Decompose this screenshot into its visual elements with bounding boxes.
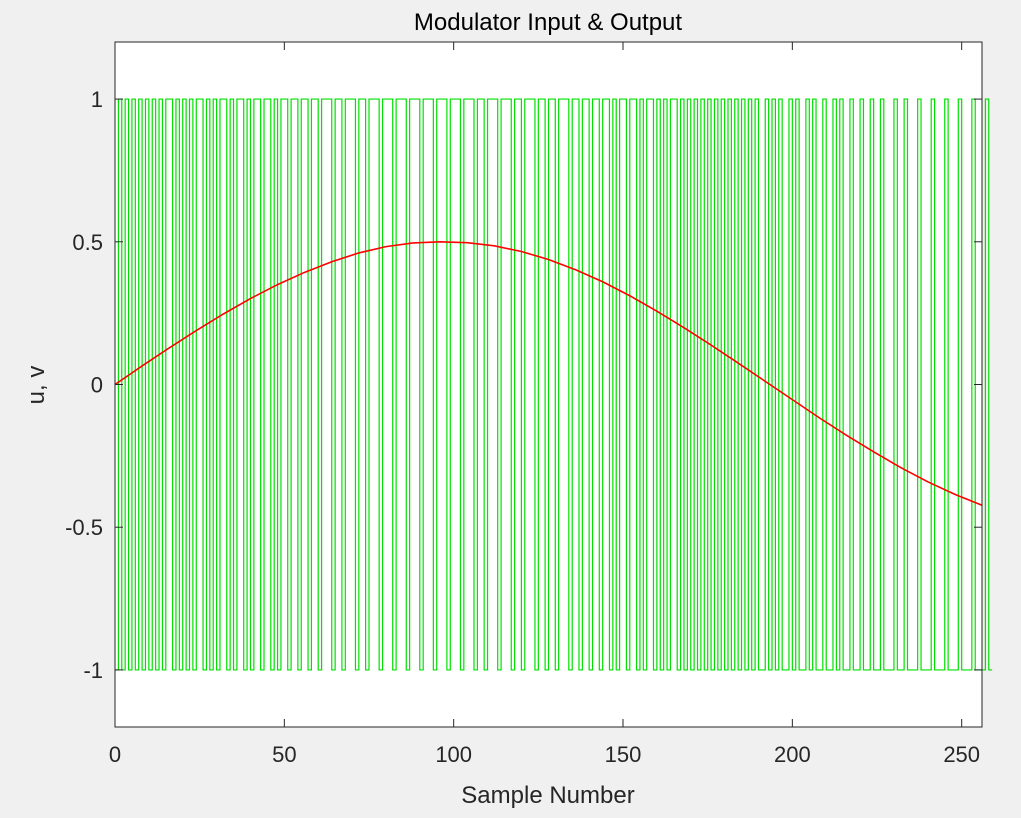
y-axis-label: u, v — [23, 366, 50, 405]
series-layer — [114, 98, 993, 671]
y-tick-label: -0.5 — [65, 515, 103, 540]
series-input-line-1 — [114, 240, 983, 506]
tick-layer: 0 50 100 150 200 250 1 0.5 0 -0.5 -1 — [65, 42, 982, 767]
x-tick-label: 0 — [109, 742, 121, 767]
y-tick-label: 1 — [91, 87, 103, 112]
x-axis-label: Sample Number — [461, 782, 634, 809]
x-tick-label: 200 — [774, 742, 811, 767]
y-tick-label: -1 — [83, 658, 103, 683]
chart-title: Modulator Input & Output — [414, 9, 682, 36]
y-tick-label: 0 — [91, 373, 103, 398]
x-tick-label: 250 — [943, 742, 980, 767]
series-output-line-0 — [115, 98, 993, 671]
x-tick-label: 100 — [435, 742, 472, 767]
x-tick-label: 50 — [272, 742, 296, 767]
x-tick-label: 150 — [605, 742, 642, 767]
y-tick-label: 0.5 — [72, 230, 103, 255]
